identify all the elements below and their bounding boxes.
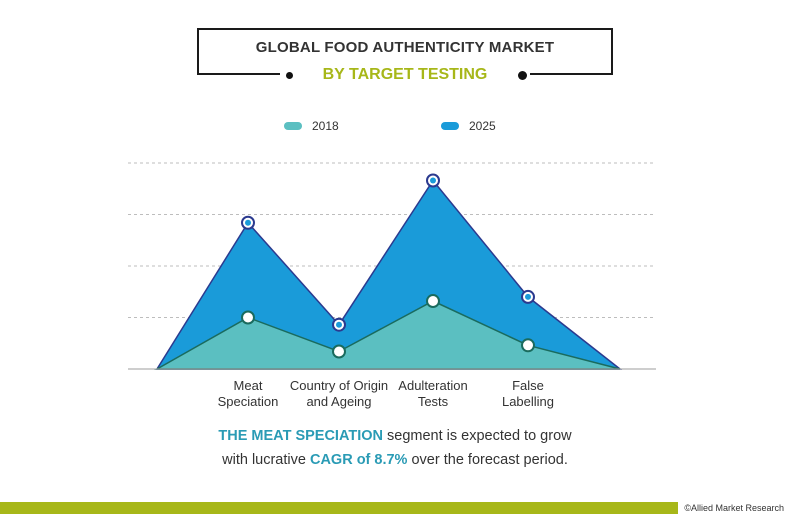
marker-2018-1 xyxy=(332,344,346,359)
footer-line-2: with lucrative CAGR of 8.7% over the for… xyxy=(0,452,790,468)
legend-label-2018: 2018 xyxy=(312,119,339,133)
legend-item-2025: 2025 xyxy=(441,118,496,134)
category-label: False Labelling xyxy=(501,378,555,409)
footer-highlight-cagr: CAGR of 8.7% xyxy=(309,452,408,468)
footer-line2-start: with lucrative xyxy=(222,452,310,468)
legend-swatch-2025 xyxy=(441,122,459,130)
legend-label-2025: 2025 xyxy=(469,119,496,133)
legend-swatch-2018 xyxy=(284,122,302,130)
category-label: Country of Origin and Ageing xyxy=(289,378,389,409)
chart-subtitle: BY TARGET TESTING xyxy=(322,66,488,83)
marker-inner-2025-0 xyxy=(245,219,251,226)
footer-line-1: THE MEAT SPECIATION segment is expected … xyxy=(0,428,790,444)
subtitle-right-dot xyxy=(518,71,527,80)
footer-line2-end: over the forecast period. xyxy=(407,452,568,468)
footer-line1-rest: segment is expected to grow xyxy=(383,428,572,444)
marker-inner-2025-1 xyxy=(336,321,342,328)
subtitle-wrap: BY TARGET TESTING xyxy=(280,64,530,86)
category-label: Adulteration Tests xyxy=(398,378,468,409)
subtitle-left-dot xyxy=(286,72,293,79)
footer-highlight-segment: THE MEAT SPECIATION xyxy=(218,428,383,444)
marker-inner-2025-2 xyxy=(430,177,436,184)
legend-item-2018: 2018 xyxy=(284,118,339,134)
marker-2018-2 xyxy=(426,294,440,309)
category-label: Meat Speciation xyxy=(217,378,279,409)
credit: ©Allied Market Research xyxy=(678,502,790,514)
marker-2018-3 xyxy=(521,338,535,353)
marker-inner-2025-3 xyxy=(525,293,531,300)
brand-bar xyxy=(0,502,790,514)
marker-2018-0 xyxy=(241,310,255,325)
chart-title: GLOBAL FOOD AUTHENTICITY MARKET xyxy=(255,39,555,56)
